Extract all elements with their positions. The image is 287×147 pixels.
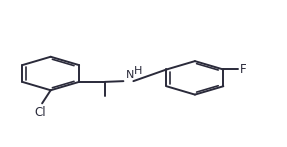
Text: Cl: Cl (35, 106, 46, 119)
Text: H: H (133, 66, 142, 76)
Text: F: F (240, 63, 247, 76)
Text: N: N (126, 70, 135, 80)
